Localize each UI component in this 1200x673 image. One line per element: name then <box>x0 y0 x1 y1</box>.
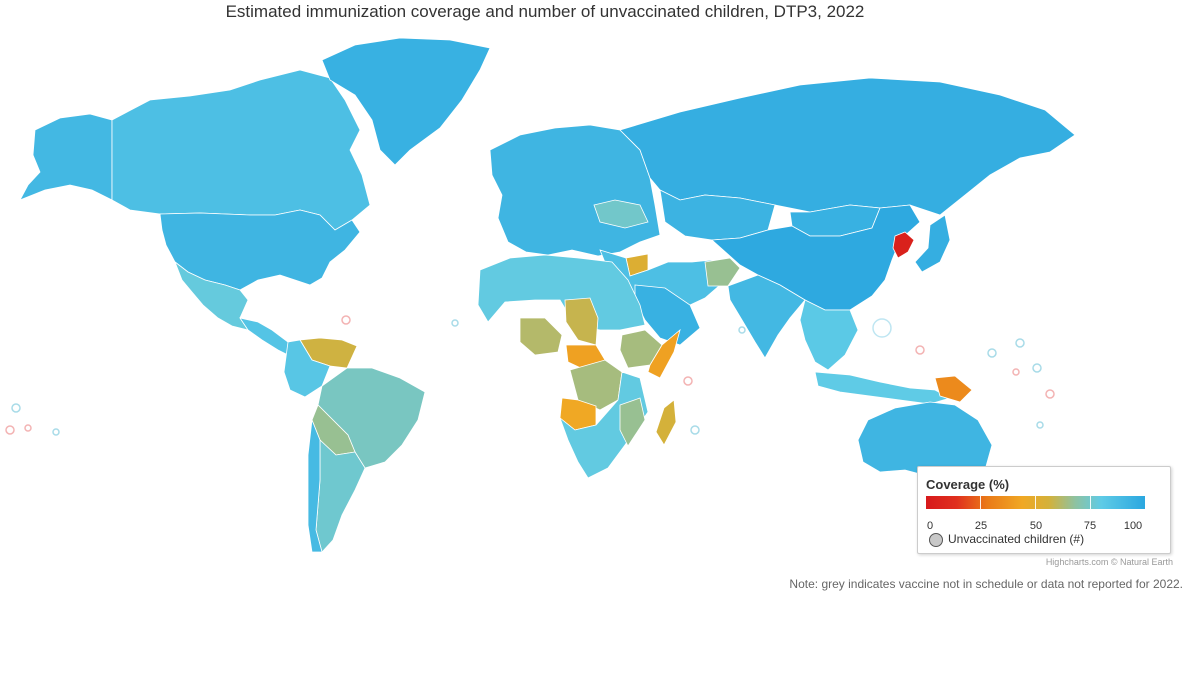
map-note: Note: grey indicates vaccine not in sche… <box>789 577 1183 591</box>
region-somalia[interactable] <box>647 328 681 379</box>
region-southern-africa[interactable] <box>559 371 649 479</box>
region-indonesia[interactable] <box>814 371 952 405</box>
region-india[interactable] <box>727 274 806 359</box>
region-argentina[interactable] <box>315 439 366 553</box>
region-japan[interactable] <box>914 214 951 273</box>
legend-tick-100: 100 <box>1123 520 1143 532</box>
region-canada[interactable] <box>111 69 371 231</box>
coverage-legend: Coverage (%) 0 25 50 75 100 Unvaccinated… <box>917 466 1171 554</box>
legend-tick-25: 25 <box>974 520 988 532</box>
bubble-legend-label: Unvaccinated children (#) <box>948 532 1085 546</box>
bubble-legend-icon <box>929 533 943 547</box>
region-alaska[interactable] <box>19 113 113 201</box>
region-afghanistan[interactable] <box>704 257 741 287</box>
map-title: Estimated immunization coverage and numb… <box>225 2 865 21</box>
region-chad[interactable] <box>564 297 599 346</box>
region-north-africa[interactable] <box>477 254 646 331</box>
region-north-korea[interactable] <box>892 231 915 259</box>
region-ukraine[interactable] <box>593 199 649 229</box>
legend-tick-0: 0 <box>926 520 934 532</box>
region-greenland[interactable] <box>321 37 491 166</box>
legend-title: Coverage (%) <box>926 477 1010 492</box>
region-nigeria[interactable] <box>519 317 563 356</box>
region-chile[interactable] <box>307 419 323 553</box>
small-islands <box>5 315 1055 436</box>
region-mozambique[interactable] <box>619 397 646 447</box>
region-russia[interactable] <box>619 77 1076 216</box>
region-madagascar[interactable] <box>655 399 677 446</box>
legend-tick-75: 75 <box>1083 520 1097 532</box>
region-southeast-asia[interactable] <box>799 299 859 371</box>
region-papua-new-guinea[interactable] <box>934 375 973 403</box>
map-credits[interactable]: Highcharts.com © Natural Earth <box>1045 557 1173 567</box>
legend-tick-50: 50 <box>1029 520 1043 532</box>
legend-tick-marks <box>926 496 1145 509</box>
